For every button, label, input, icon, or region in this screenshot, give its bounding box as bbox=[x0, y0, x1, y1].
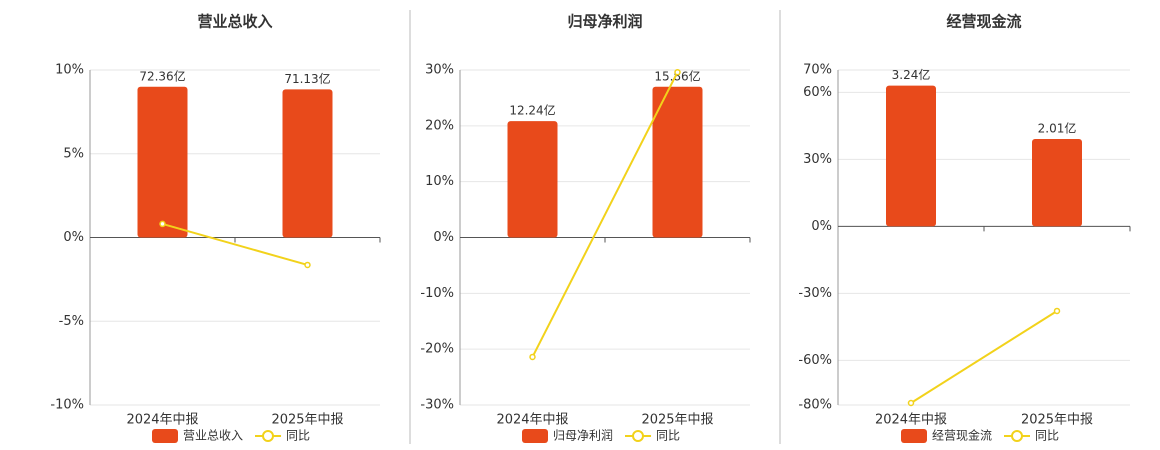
legend-swatch bbox=[901, 429, 927, 443]
line-point bbox=[159, 220, 166, 228]
y-tick-label: -10% bbox=[420, 286, 454, 301]
chart-title: 经营现金流 bbox=[946, 13, 1021, 31]
legend-swatch bbox=[152, 429, 178, 443]
line bbox=[531, 71, 679, 358]
legend-label: 经营现金流 bbox=[932, 428, 992, 443]
line-point bbox=[529, 353, 536, 361]
x-tick-label: 2025年中报 bbox=[641, 413, 713, 428]
bar bbox=[652, 86, 703, 238]
legend-swatch bbox=[632, 430, 644, 442]
bar-value-label: 71.13亿 bbox=[284, 71, 330, 86]
y-tick-label: -60% bbox=[798, 353, 832, 368]
legend-swatch bbox=[262, 430, 274, 442]
y-tick-label: -10% bbox=[50, 398, 84, 413]
bar bbox=[137, 86, 188, 238]
line-point bbox=[674, 68, 681, 76]
x-tick-label: 2025年中报 bbox=[271, 413, 343, 428]
x-tick-label: 2024年中报 bbox=[875, 413, 947, 428]
line bbox=[910, 310, 1058, 404]
bar bbox=[886, 85, 936, 227]
chart-title: 归母净利润 bbox=[567, 13, 642, 31]
legend-label: 归母净利润 bbox=[553, 429, 613, 443]
y-tick-label: -80% bbox=[798, 398, 832, 413]
bar bbox=[1032, 139, 1082, 227]
line-point bbox=[1053, 307, 1061, 315]
bar-value-label: 3.24亿 bbox=[892, 67, 931, 82]
y-tick-label: -30% bbox=[798, 286, 832, 301]
y-tick-label: 30% bbox=[803, 152, 832, 167]
y-tick-label: 60% bbox=[803, 85, 832, 100]
y-tick-label: 0% bbox=[63, 230, 84, 245]
chart-title: 营业总收入 bbox=[197, 13, 272, 31]
legend-swatch bbox=[1011, 430, 1023, 442]
bar bbox=[282, 89, 333, 238]
legend-label: 营业总收入 bbox=[183, 429, 243, 443]
x-tick-label: 2025年中报 bbox=[1021, 413, 1093, 428]
bar-value-label: 12.24亿 bbox=[509, 103, 555, 118]
x-tick-label: 2024年中报 bbox=[496, 413, 568, 428]
y-tick-label: 0% bbox=[811, 219, 832, 234]
y-tick-label: 20% bbox=[425, 118, 454, 133]
y-tick-label: 0% bbox=[433, 230, 454, 245]
y-tick-label: -30% bbox=[420, 398, 454, 413]
bar-value-label: 2.01亿 bbox=[1038, 121, 1077, 136]
bar bbox=[507, 121, 558, 238]
legend-swatch bbox=[522, 429, 548, 443]
line-point bbox=[304, 261, 311, 269]
legend-label: 同比 bbox=[1035, 429, 1059, 443]
y-tick-label: 30% bbox=[425, 63, 454, 78]
bar-value-label: 15.86亿 bbox=[654, 68, 700, 83]
y-tick-label: 70% bbox=[803, 63, 832, 78]
y-tick-label: 10% bbox=[425, 174, 454, 189]
y-tick-label: -20% bbox=[420, 342, 454, 357]
legend-label: 同比 bbox=[286, 429, 310, 443]
y-tick-label: -5% bbox=[59, 314, 84, 329]
y-tick-label: 10% bbox=[55, 63, 84, 78]
line-point bbox=[907, 399, 915, 407]
line bbox=[162, 222, 308, 266]
bar-value-label: 72.36亿 bbox=[139, 68, 185, 83]
y-tick-label: 5% bbox=[63, 146, 84, 161]
x-tick-label: 2024年中报 bbox=[126, 413, 198, 428]
legend-label: 同比 bbox=[656, 429, 680, 443]
